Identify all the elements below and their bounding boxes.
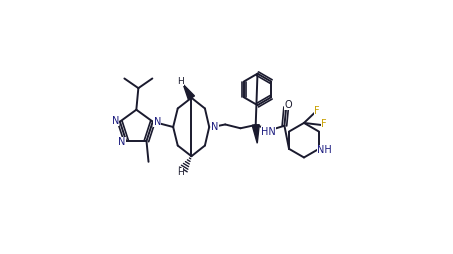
Text: H: H: [178, 77, 184, 86]
Text: HN: HN: [261, 126, 276, 137]
Text: F: F: [314, 106, 320, 116]
Text: NH: NH: [317, 145, 332, 155]
Text: N: N: [118, 137, 125, 147]
Text: H: H: [178, 168, 184, 177]
Text: N: N: [154, 117, 161, 127]
Text: N: N: [111, 116, 119, 126]
Polygon shape: [252, 125, 259, 143]
Text: F: F: [321, 119, 327, 130]
Polygon shape: [183, 85, 194, 100]
Text: N: N: [211, 122, 218, 132]
Text: O: O: [284, 100, 292, 110]
